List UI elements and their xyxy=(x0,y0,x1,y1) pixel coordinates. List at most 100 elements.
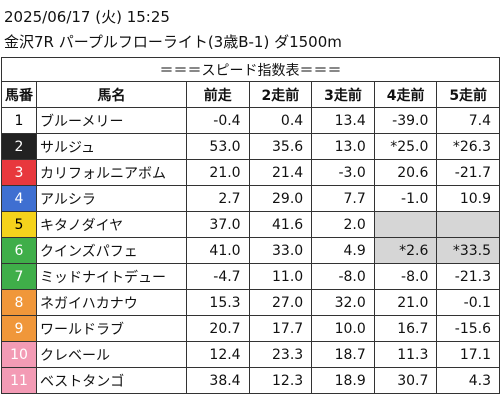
column-header: 前走 xyxy=(186,81,250,108)
horse-number: 9 xyxy=(1,315,37,342)
speed-index: 20.7 xyxy=(186,315,250,342)
speed-index: 7.7 xyxy=(311,185,375,212)
speed-index: 30.7 xyxy=(373,367,438,394)
speed-index: 11.3 xyxy=(373,341,438,368)
speed-index: 2.7 xyxy=(186,185,250,212)
speed-index: 38.4 xyxy=(186,367,250,394)
horse-row: 2 サルジュ 53.0 35.6 13.0 *25.0 *26.3 xyxy=(1,133,500,160)
horse-row: 5 キタノダイヤ 37.0 41.6 2.0 xyxy=(1,211,500,238)
title-row: ＝＝＝スピード指数表＝＝＝ xyxy=(1,57,500,82)
speed-index: 11.0 xyxy=(248,263,313,290)
horse-row: 8 ネガイハカナウ 15.3 27.0 32.0 21.0 -0.1 xyxy=(1,289,500,316)
date-line: 2025/06/17 (火) 15:25 xyxy=(4,8,170,26)
empty-cell xyxy=(436,211,500,238)
speed-index: 18.9 xyxy=(311,367,375,394)
horse-name: クレベール xyxy=(36,341,187,368)
horse-number: 3 xyxy=(1,159,37,186)
speed-index: 4.9 xyxy=(311,237,375,264)
speed-index: 15.3 xyxy=(186,289,250,316)
speed-index: 0.4 xyxy=(248,107,313,134)
header-row: 馬番 馬名 前走 2走前 3走前 4走前 5走前 xyxy=(1,81,500,108)
speed-index: 53.0 xyxy=(186,133,250,160)
speed-index: 17.1 xyxy=(436,341,500,368)
horse-number: 4 xyxy=(1,185,37,212)
column-header: 4走前 xyxy=(373,81,438,108)
speed-index: 21.0 xyxy=(186,159,250,186)
horse-name: ネガイハカナウ xyxy=(36,289,187,316)
speed-index: 18.7 xyxy=(311,341,375,368)
speed-index: -0.4 xyxy=(186,107,250,134)
speed-index: -8.0 xyxy=(373,263,438,290)
empty-cell xyxy=(373,211,438,238)
speed-index: 4.3 xyxy=(436,367,500,394)
horse-number: 5 xyxy=(1,211,37,238)
table-body: ＝＝＝スピード指数表＝＝＝ 馬番 馬名 前走 2走前 3走前 4走前 5走前 1 ブルーメリー -… xyxy=(1,57,500,394)
horse-name: キタノダイヤ xyxy=(36,211,187,238)
horse-row: 9 ワールドラブ 20.7 17.7 10.0 16.7 -15.6 xyxy=(1,315,500,342)
speed-index: -39.0 xyxy=(373,107,438,134)
speed-index: 16.7 xyxy=(373,315,438,342)
speed-index: -15.6 xyxy=(436,315,500,342)
speed-index: 21.0 xyxy=(373,289,438,316)
speed-index: 33.0 xyxy=(248,237,313,264)
horse-row: 4 アルシラ 2.7 29.0 7.7 -1.0 10.9 xyxy=(1,185,500,212)
horse-number: 11 xyxy=(1,367,37,394)
speed-index: 27.0 xyxy=(248,289,313,316)
column-header: 馬名 xyxy=(36,81,187,108)
horse-name: ブルーメリー xyxy=(36,107,187,134)
speed-index: -1.0 xyxy=(373,185,438,212)
horse-name: カリフォルニアボム xyxy=(36,159,187,186)
speed-index: *2.6 xyxy=(373,237,438,264)
speed-index: 12.4 xyxy=(186,341,250,368)
column-header: 2走前 xyxy=(248,81,313,108)
horse-name: クインズパフェ xyxy=(36,237,187,264)
horse-number: 8 xyxy=(1,289,37,316)
column-header: 5走前 xyxy=(436,81,500,108)
horse-number: 2 xyxy=(1,133,37,160)
speed-index: 10.0 xyxy=(311,315,375,342)
speed-index: -4.7 xyxy=(186,263,250,290)
column-header: 馬番 xyxy=(1,81,37,108)
horse-number: 6 xyxy=(1,237,37,264)
speed-index: 17.7 xyxy=(248,315,313,342)
speed-index: -21.3 xyxy=(436,263,500,290)
speed-index: *25.0 xyxy=(373,133,438,160)
speed-index: -8.0 xyxy=(311,263,375,290)
speed-index: 10.9 xyxy=(436,185,500,212)
horse-row: 7 ミッドナイトデュー -4.7 11.0 -8.0 -8.0 -21.3 xyxy=(1,263,500,290)
horse-row: 10 クレベール 12.4 23.3 18.7 11.3 17.1 xyxy=(1,341,500,368)
table-title: ＝＝＝スピード指数表＝＝＝ xyxy=(1,57,500,82)
race-line: 金沢7R パープルフローライト(3歳B-1) ダ1500m xyxy=(4,33,342,51)
speed-table: ＝＝＝スピード指数表＝＝＝ 馬番 馬名 前走 2走前 3走前 4走前 5走前 1 ブルーメリー -… xyxy=(1,57,500,394)
speed-index: 23.3 xyxy=(248,341,313,368)
speed-index: -0.1 xyxy=(436,289,500,316)
speed-index: 37.0 xyxy=(186,211,250,238)
speed-index: 13.4 xyxy=(311,107,375,134)
horse-row: 1 ブルーメリー -0.4 0.4 13.4 -39.0 7.4 xyxy=(1,107,500,134)
speed-index: 13.0 xyxy=(311,133,375,160)
speed-index: 41.0 xyxy=(186,237,250,264)
speed-index: -3.0 xyxy=(311,159,375,186)
horse-name: ワールドラブ xyxy=(36,315,187,342)
horse-number: 1 xyxy=(1,107,37,134)
horse-row: 6 クインズパフェ 41.0 33.0 4.9 *2.6 *33.5 xyxy=(1,237,500,264)
speed-index: 20.6 xyxy=(373,159,438,186)
speed-index: 41.6 xyxy=(248,211,313,238)
horse-row: 11 ベストタンゴ 38.4 12.3 18.9 30.7 4.3 xyxy=(1,367,500,394)
speed-index: -21.7 xyxy=(436,159,500,186)
horse-name: アルシラ xyxy=(36,185,187,212)
speed-index: *26.3 xyxy=(436,133,500,160)
horse-name: サルジュ xyxy=(36,133,187,160)
speed-index: 7.4 xyxy=(436,107,500,134)
horse-number: 10 xyxy=(1,341,37,368)
column-header: 3走前 xyxy=(311,81,375,108)
horse-name: ミッドナイトデュー xyxy=(36,263,187,290)
speed-index: 29.0 xyxy=(248,185,313,212)
speed-index: 2.0 xyxy=(311,211,375,238)
speed-index: 12.3 xyxy=(248,367,313,394)
horse-row: 3 カリフォルニアボム 21.0 21.4 -3.0 20.6 -21.7 xyxy=(1,159,500,186)
speed-index: 21.4 xyxy=(248,159,313,186)
speed-index: *33.5 xyxy=(436,237,500,264)
horse-number: 7 xyxy=(1,263,37,290)
